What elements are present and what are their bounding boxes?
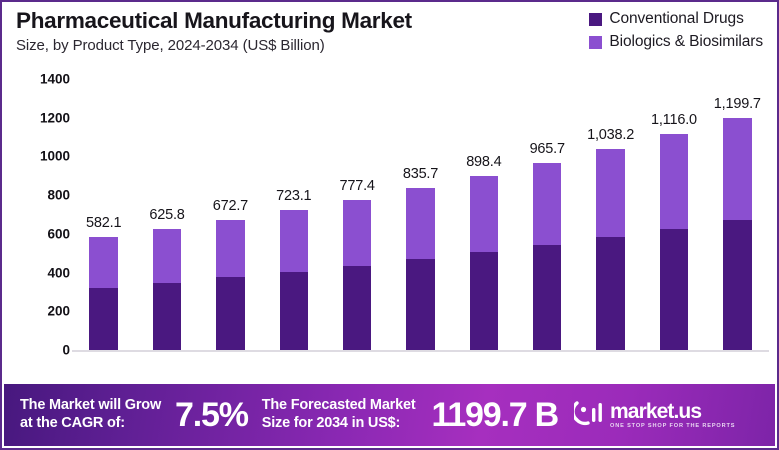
bar-group[interactable]: 898.4 [466, 64, 502, 350]
stacked-bar[interactable] [659, 133, 689, 350]
bar-group[interactable]: 1,199.7 [714, 64, 761, 350]
bar-group[interactable]: 1,038.2 [587, 64, 634, 350]
stacked-bar[interactable] [469, 176, 499, 350]
stacked-bar[interactable] [406, 188, 435, 350]
bar-segment-conventional[interactable] [342, 265, 372, 350]
y-axis-tick-label: 1000 [39, 148, 70, 164]
bar-segment-conventional[interactable] [279, 271, 309, 350]
legend-item[interactable]: Conventional Drugs [589, 10, 744, 28]
bar-segment-conventional[interactable] [152, 282, 182, 350]
market-us-logo-mark-icon [571, 400, 604, 431]
cagr-caption: The Market will Grow at the CAGR of: [20, 397, 161, 432]
bar-segment-conventional[interactable] [596, 237, 625, 350]
bar-segment-biologics[interactable] [406, 188, 435, 260]
bar-value-label: 672.7 [212, 197, 249, 214]
forecast-value: 1199.7 B [431, 395, 559, 434]
bar-segment-biologics[interactable] [723, 117, 752, 220]
forecast-caption-line2: Size for 2034 in US$: [261, 415, 401, 431]
bar-value-label: 723.1 [276, 188, 312, 205]
stacked-bar[interactable] [89, 237, 118, 350]
plot-area: 0 200 400 600 800 1000 1200 1400 582.1 625.8 672.… [2, 64, 777, 382]
bar-segment-biologics[interactable] [596, 149, 625, 238]
y-axis-tick-label: 1400 [39, 71, 70, 87]
bar-group[interactable]: 582.1 [86, 64, 122, 350]
stacked-bar[interactable] [342, 199, 372, 350]
bar-value-label: 1,199.7 [713, 95, 761, 112]
y-axis: 0 200 400 600 800 1000 1200 1400 [2, 64, 70, 382]
chart-header: Pharmaceutical Manufacturing Market Size… [16, 8, 546, 54]
stacked-bar[interactable] [279, 210, 309, 350]
bar-segment-conventional[interactable] [532, 245, 562, 350]
y-axis-tick-label: 800 [47, 187, 70, 203]
bar-series-container: 582.1 625.8 672.7 723.1 777.4 835.7 898.4 965.7… [72, 64, 769, 350]
bar-segment-biologics[interactable] [532, 163, 562, 246]
bar-value-label: 582.1 [86, 215, 122, 232]
bar-segment-conventional[interactable] [659, 228, 689, 350]
bar-group[interactable]: 777.4 [339, 64, 375, 350]
footer-banner: The Market will Grow at the CAGR of: 7.5… [4, 384, 775, 446]
legend-item[interactable]: Biologics & Biosimilars [589, 33, 763, 51]
bar-group[interactable]: 1,116.0 [651, 64, 697, 350]
y-axis-tick-label: 200 [47, 303, 70, 319]
bar-segment-biologics[interactable] [659, 133, 689, 229]
bar-segment-biologics[interactable] [152, 228, 182, 283]
square-swatch-icon [589, 12, 603, 26]
legend-item-label: Biologics & Biosimilars [609, 33, 763, 50]
bar-value-label: 835.7 [402, 166, 439, 183]
y-axis-tick-label: 0 [62, 342, 70, 358]
x-axis-baseline [72, 350, 769, 352]
stacked-bar[interactable] [216, 219, 245, 350]
market-us-logo[interactable]: market.us ONE STOP SHOP FOR THE REPORTS [571, 400, 735, 431]
bar-segment-conventional[interactable] [89, 287, 118, 350]
y-axis-tick-label: 400 [47, 265, 70, 281]
bar-segment-biologics[interactable] [279, 210, 309, 272]
forecast-caption: The Forecasted Market Size for 2034 in U… [262, 397, 416, 432]
bar-value-label: 1,038.2 [587, 127, 635, 144]
cagr-caption-line2: at the CAGR of: [20, 415, 125, 431]
y-axis-tick-label: 600 [47, 226, 70, 242]
y-axis-tick-label: 1200 [39, 110, 70, 126]
bar-value-label: 777.4 [339, 177, 375, 194]
bar-segment-biologics[interactable] [469, 176, 499, 253]
bar-group[interactable]: 835.7 [402, 64, 439, 350]
bar-group[interactable]: 625.8 [149, 64, 185, 350]
bar-segment-conventional[interactable] [723, 219, 752, 350]
bar-value-label: 965.7 [529, 141, 565, 158]
cagr-caption-line1: The Market will Grow [20, 397, 162, 414]
bar-segment-biologics[interactable] [89, 237, 118, 288]
bar-segment-biologics[interactable] [342, 199, 372, 266]
stacked-bar[interactable] [152, 228, 182, 350]
bar-segment-conventional[interactable] [469, 252, 499, 350]
logo-name: market.us [610, 399, 702, 423]
legend-item-label: Conventional Drugs [609, 10, 744, 27]
bar-value-label: 625.8 [149, 206, 185, 223]
bar-value-label: 1,116.0 [650, 111, 697, 128]
bar-group[interactable]: 723.1 [276, 64, 312, 350]
bar-group[interactable]: 965.7 [529, 64, 565, 350]
bar-segment-conventional[interactable] [406, 259, 435, 350]
stacked-bar[interactable] [532, 163, 562, 350]
chart-legend: Conventional Drugs Biologics & Biosimilar… [589, 10, 763, 51]
bar-segment-conventional[interactable] [216, 277, 245, 350]
bar-group[interactable]: 672.7 [212, 64, 249, 350]
cagr-value: 7.5% [175, 395, 249, 434]
bar-value-label: 898.4 [466, 154, 502, 171]
bar-segment-biologics[interactable] [216, 219, 245, 278]
chart-subtitle: Size, by Product Type, 2024-2034 (US$ Bi… [16, 37, 325, 55]
stacked-bar[interactable] [723, 117, 752, 350]
market-us-logo-text: market.us ONE STOP SHOP FOR THE REPORTS [610, 401, 735, 430]
logo-tagline: ONE STOP SHOP FOR THE REPORTS [610, 422, 736, 429]
forecast-caption-line1: The Forecasted Market [261, 397, 416, 414]
page-title: Pharmaceutical Manufacturing Market [16, 8, 412, 33]
stacked-bar[interactable] [596, 149, 625, 350]
square-swatch-icon [589, 35, 603, 49]
